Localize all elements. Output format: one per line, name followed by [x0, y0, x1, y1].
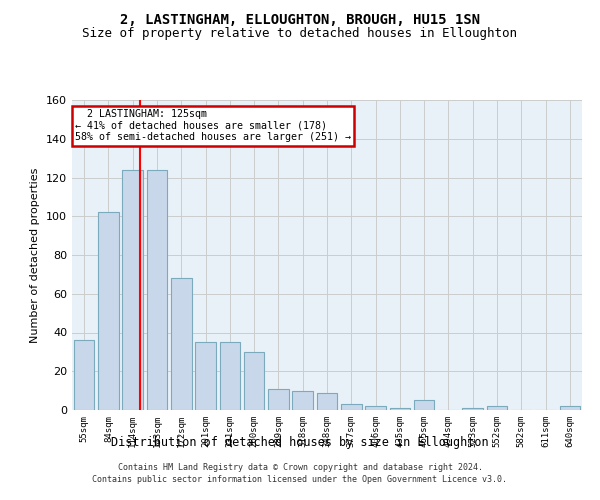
Bar — [244, 352, 265, 410]
Text: Size of property relative to detached houses in Elloughton: Size of property relative to detached ho… — [83, 28, 517, 40]
Bar — [365, 406, 386, 410]
Bar — [389, 408, 410, 410]
Bar — [220, 342, 240, 410]
Text: Contains public sector information licensed under the Open Government Licence v3: Contains public sector information licen… — [92, 476, 508, 484]
Bar — [463, 408, 483, 410]
Text: Distribution of detached houses by size in Elloughton: Distribution of detached houses by size … — [111, 436, 489, 449]
Bar — [146, 170, 167, 410]
Text: Contains HM Land Registry data © Crown copyright and database right 2024.: Contains HM Land Registry data © Crown c… — [118, 463, 482, 472]
Bar — [122, 170, 143, 410]
Y-axis label: Number of detached properties: Number of detached properties — [31, 168, 40, 342]
Bar — [74, 340, 94, 410]
Bar — [341, 404, 362, 410]
Text: 2 LASTINGHAM: 125sqm
← 41% of detached houses are smaller (178)
58% of semi-deta: 2 LASTINGHAM: 125sqm ← 41% of detached h… — [74, 110, 350, 142]
Bar — [171, 278, 191, 410]
Bar — [560, 406, 580, 410]
Bar — [414, 400, 434, 410]
Bar — [268, 388, 289, 410]
Bar — [98, 212, 119, 410]
Bar — [292, 390, 313, 410]
Bar — [487, 406, 508, 410]
Bar — [317, 392, 337, 410]
Text: 2, LASTINGHAM, ELLOUGHTON, BROUGH, HU15 1SN: 2, LASTINGHAM, ELLOUGHTON, BROUGH, HU15 … — [120, 12, 480, 26]
Bar — [195, 342, 216, 410]
